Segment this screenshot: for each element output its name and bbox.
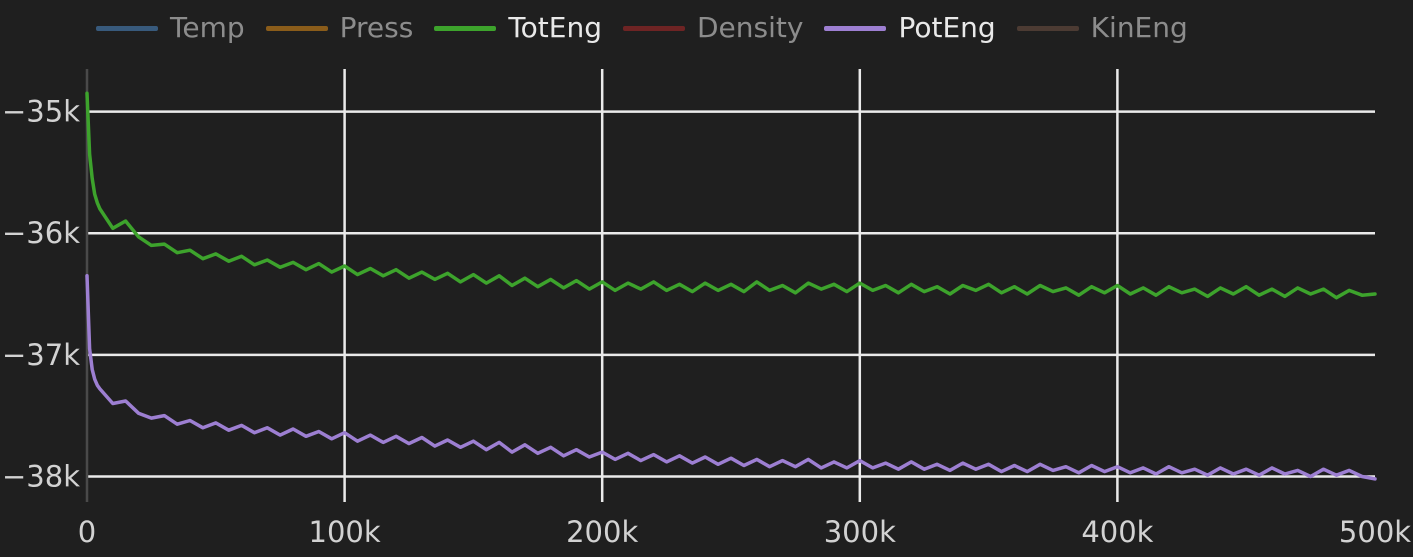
legend: Temp Press TotEng Density PotEng KinEng xyxy=(96,8,1188,48)
x-tick-label: 300k xyxy=(824,515,896,549)
x-tick-label: 200k xyxy=(566,515,638,549)
series-line-toteng xyxy=(85,91,1377,300)
legend-swatch-press xyxy=(265,25,328,31)
legend-item-poteng[interactable]: PotEng xyxy=(824,8,996,48)
legend-item-toteng[interactable]: TotEng xyxy=(434,8,602,48)
legend-item-kineng[interactable]: KinEng xyxy=(1016,8,1188,48)
legend-label-kineng: KinEng xyxy=(1090,11,1188,44)
x-tick-label: 0 xyxy=(78,515,96,549)
legend-swatch-toteng xyxy=(434,25,497,31)
legend-item-press[interactable]: Press xyxy=(265,8,414,48)
legend-swatch-kineng xyxy=(1016,25,1079,31)
x-tick-label: 100k xyxy=(309,515,381,549)
legend-label-temp: Temp xyxy=(170,11,245,44)
legend-swatch-temp xyxy=(96,25,158,31)
y-tick-label: −36k xyxy=(2,216,80,250)
series-line-poteng xyxy=(85,274,1377,481)
y-tick-label: −35k xyxy=(2,95,80,129)
legend-swatch-poteng xyxy=(824,25,887,31)
legend-item-temp[interactable]: Temp xyxy=(96,8,245,48)
legend-label-press: Press xyxy=(339,11,414,44)
legend-item-density[interactable]: Density xyxy=(623,8,803,48)
legend-label-toteng: TotEng xyxy=(508,11,602,44)
x-tick-label: 400k xyxy=(1081,515,1153,549)
legend-swatch-density xyxy=(623,25,685,31)
legend-label-poteng: PotEng xyxy=(898,11,996,44)
x-tick-label: 500k xyxy=(1339,515,1411,549)
y-tick-label: −37k xyxy=(2,338,80,372)
legend-label-density: Density xyxy=(697,11,804,44)
y-tick-label: −38k xyxy=(2,459,80,493)
